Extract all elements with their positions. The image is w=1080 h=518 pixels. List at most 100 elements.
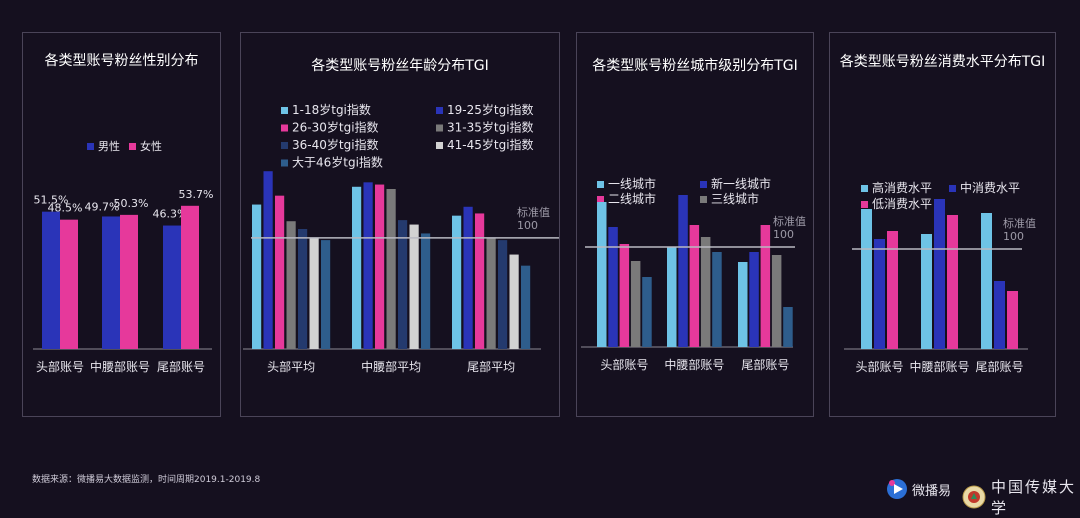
category-label-2: 尾部账号 xyxy=(741,357,789,372)
data-source-note: 数据来源：微播易大数据监测，时间周期2019.1-2019.8 xyxy=(32,475,261,485)
legend-label-3: 31-35岁tgi指数 xyxy=(447,120,534,135)
bar-0-0 xyxy=(597,202,607,347)
bar-2-0 xyxy=(738,262,748,347)
reference-label: 标准值 xyxy=(1003,216,1036,230)
category-label-2: 尾部平均 xyxy=(467,359,515,374)
legend-swatch-2 xyxy=(861,201,868,208)
category-label-1: 中腰部平均 xyxy=(361,359,421,374)
bar-1-1 xyxy=(120,214,138,349)
bar-1-4 xyxy=(398,220,408,349)
bar-2-4 xyxy=(498,240,508,349)
bar-1-1 xyxy=(934,199,945,349)
legend-label-1: 新一线城市 xyxy=(711,176,771,191)
bar-0-1 xyxy=(263,171,273,349)
category-label-1: 中腰部账号 xyxy=(90,359,150,374)
legend-swatch-1 xyxy=(129,143,136,150)
category-label-0: 头部账号 xyxy=(36,359,84,374)
legend-swatch-2 xyxy=(597,196,604,203)
gender-chart-title: 各类型账号粉丝性别分布 xyxy=(44,53,199,69)
cuc-emblem-icon xyxy=(962,485,986,509)
age-panel: 各类型账号粉丝年龄分布TGI 1-18岁tgi指数 19-25岁tgi指数 26-3… xyxy=(240,32,560,417)
consumption-chart-title: 各类型账号粉丝消费水平分布TGI xyxy=(839,54,1046,70)
consumption-panel: 各类型账号粉丝消费水平分布TGI 高消费水平 中消费水平低消费水平头部账号 中腰部账… xyxy=(829,32,1056,417)
reference-label: 标准值 xyxy=(773,214,806,228)
bar-1-1 xyxy=(678,195,688,347)
bar-0-0 xyxy=(861,209,872,349)
city-chart-title: 各类型账号粉丝城市级别分布TGI xyxy=(592,58,798,74)
bar-2-6 xyxy=(521,265,531,349)
data-label-2-1: 53.7% xyxy=(179,188,214,201)
bar-0-2 xyxy=(887,231,898,349)
category-label-0: 头部平均 xyxy=(267,359,315,374)
legend-swatch-1 xyxy=(436,107,443,114)
bar-0-2 xyxy=(619,244,630,347)
bar-0-3 xyxy=(286,221,296,349)
legend-label-6: 大于46岁tgi指数 xyxy=(292,155,383,170)
data-label-1-1: 50.3% xyxy=(114,197,149,210)
bar-0-0 xyxy=(252,204,262,349)
bar-2-3 xyxy=(486,237,496,349)
bar-2-2 xyxy=(760,225,771,347)
category-label-2: 尾部账号 xyxy=(157,359,205,374)
bar-1-2 xyxy=(375,184,385,349)
data-label-0-0: 51.5% xyxy=(34,194,69,207)
legend-swatch-3 xyxy=(436,124,443,132)
bar-2-2 xyxy=(1007,291,1018,349)
category-label-0: 头部账号 xyxy=(855,359,903,374)
bar-2-1 xyxy=(994,281,1005,349)
bar-0-4 xyxy=(298,229,308,349)
bar-0-2 xyxy=(275,195,285,349)
bar-0-6 xyxy=(321,240,331,349)
bar-0-1 xyxy=(608,227,618,347)
legend-label-2: 低消费水平 xyxy=(872,197,932,211)
legend-swatch-5 xyxy=(436,142,443,149)
bar-1-0 xyxy=(921,234,932,349)
legend-label-1: 中消费水平 xyxy=(960,180,1020,195)
bar-1-0 xyxy=(667,247,677,347)
age-chart-title: 各类型账号粉丝年龄分布TGI xyxy=(311,58,489,74)
bar-1-6 xyxy=(421,233,431,349)
weiboyi-logo-text: 微播易 xyxy=(912,483,952,499)
bar-2-1 xyxy=(181,205,199,349)
bar-0-4 xyxy=(642,277,652,347)
legend-label-1: 19-25岁tgi指数 xyxy=(447,102,534,117)
age-chart: 1-18岁tgi指数 19-25岁tgi指数 26-30岁tgi指数 31-35岁tg… xyxy=(243,102,559,374)
legend-label-0: 高消费水平 xyxy=(872,180,932,195)
bar-1-3 xyxy=(386,189,396,349)
legend-label-0: 男性 xyxy=(98,139,120,153)
legend-label-1: 女性 xyxy=(140,139,162,153)
bar-2-1 xyxy=(463,206,473,349)
legend-label-3: 三线城市 xyxy=(711,191,759,206)
legend-swatch-1 xyxy=(700,181,707,188)
weiboyi-play-icon xyxy=(887,479,907,499)
bar-2-0 xyxy=(163,225,181,349)
bar-2-4 xyxy=(783,307,793,347)
legend-swatch-0 xyxy=(861,185,868,192)
bar-2-5 xyxy=(509,254,519,349)
legend-swatch-2 xyxy=(281,124,288,132)
bar-1-1 xyxy=(363,182,373,349)
bar-1-3 xyxy=(700,237,711,347)
cuc-logo-text: 中国传媒大学 xyxy=(991,478,1077,517)
bar-1-5 xyxy=(409,224,419,349)
bar-1-0 xyxy=(352,186,362,349)
legend-label-2: 26-30岁tgi指数 xyxy=(292,120,379,135)
bar-1-2 xyxy=(947,215,958,349)
category-label-0: 头部账号 xyxy=(600,357,648,372)
reference-label: 标准值 xyxy=(517,205,550,219)
category-label-1: 中腰部账号 xyxy=(909,359,969,374)
data-label-1-0: 49.7% xyxy=(85,200,120,213)
bar-0-1 xyxy=(60,219,78,349)
legend-label-5: 41-45岁tgi指数 xyxy=(447,137,534,152)
data-label-2-0: 46.3% xyxy=(153,208,188,221)
city-panel: 各类型账号粉丝城市级别分布TGI 一线城市 新一线城市 二线城市 三线城市 头部账号 中腰… xyxy=(576,32,814,417)
category-label-2: 尾部账号 xyxy=(975,359,1023,374)
bar-1-4 xyxy=(712,252,722,347)
bar-2-0 xyxy=(452,215,462,349)
bar-2-3 xyxy=(771,255,782,347)
reference-value: 100 xyxy=(517,219,538,232)
legend-swatch-0 xyxy=(597,181,604,188)
legend-swatch-1 xyxy=(949,185,956,192)
